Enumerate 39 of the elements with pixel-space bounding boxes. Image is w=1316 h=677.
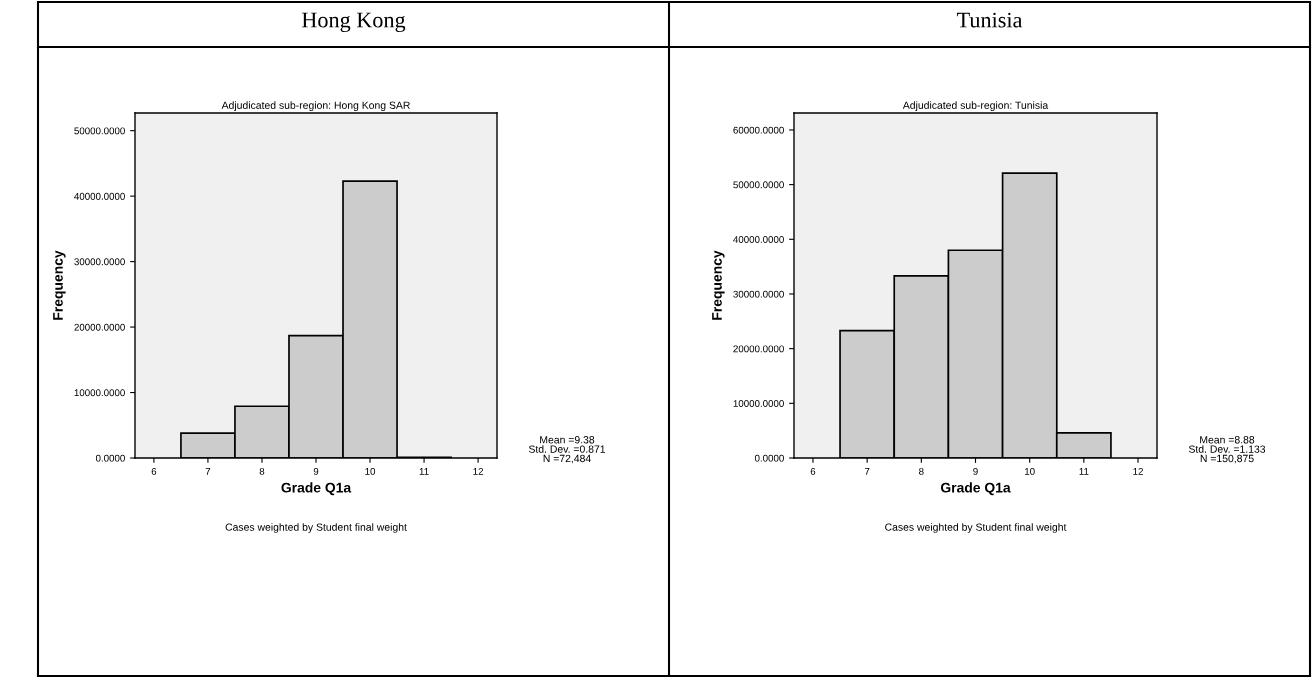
x-tick-label: 6 — [810, 467, 816, 475]
y-tick-label: 20000.0000 — [74, 323, 125, 331]
x-tick-label: 11 — [1079, 468, 1089, 475]
y-tick-label: 0.0000 — [95, 454, 125, 462]
x-tick-label: 12 — [473, 467, 484, 475]
x-tick-label: 10 — [1025, 467, 1035, 475]
chart-subtitle: Adjudicated sub-region: Hong Kong SAR — [221, 101, 410, 111]
x-tick-label: 10 — [365, 467, 376, 475]
y-tick-label: 60000.0000 — [733, 126, 784, 134]
y-tick-label: 20000.0000 — [733, 345, 784, 353]
x-tick-label: 11 — [419, 468, 429, 475]
y-tick-label: 0.0000 — [754, 454, 784, 462]
y-tick-label: 50000.0000 — [74, 127, 125, 135]
x-tick-label: 7 — [864, 468, 870, 475]
chart-subtitle: Adjudicated sub-region: Tunisia — [902, 101, 1049, 111]
x-axis-title: Grade Q1a — [940, 482, 1011, 496]
x-tick-label: 8 — [919, 467, 924, 475]
y-axis-title: Frequency — [712, 250, 725, 320]
text: Cases weighted by Student final weight — [225, 523, 407, 533]
y-tick-label: 50000.0000 — [733, 181, 784, 189]
x-axis-title: Grade Q1a — [281, 482, 352, 496]
x-tick-label: 9 — [313, 467, 319, 475]
chart-title: Tunisia — [956, 12, 1023, 28]
chart-title: Hong Kong — [301, 12, 406, 33]
y-axis-title: Frequency — [53, 250, 66, 320]
x-tick-label: 12 — [1133, 467, 1143, 475]
y-tick-label: 40000.0000 — [733, 236, 784, 243]
y-tick-label: 10000.0000 — [733, 400, 784, 407]
text: Mean =8.88 Std. Dev. =1.133 N =150,875 — [1188, 436, 1266, 464]
y-tick-label: 30000.0000 — [733, 290, 784, 298]
x-tick-label: 7 — [205, 468, 211, 475]
x-tick-label: 9 — [973, 467, 978, 475]
y-tick-label: 10000.0000 — [74, 389, 125, 397]
x-tick-label: 6 — [151, 467, 157, 475]
text: Cases weighted by Student final weight — [885, 523, 1067, 533]
y-tick-label: 40000.0000 — [74, 192, 125, 200]
y-tick-label: 30000.0000 — [74, 258, 125, 266]
text: Mean =9.38 Std. Dev. =0.871 N =72,484 — [528, 436, 606, 464]
x-tick-label: 8 — [259, 467, 265, 475]
